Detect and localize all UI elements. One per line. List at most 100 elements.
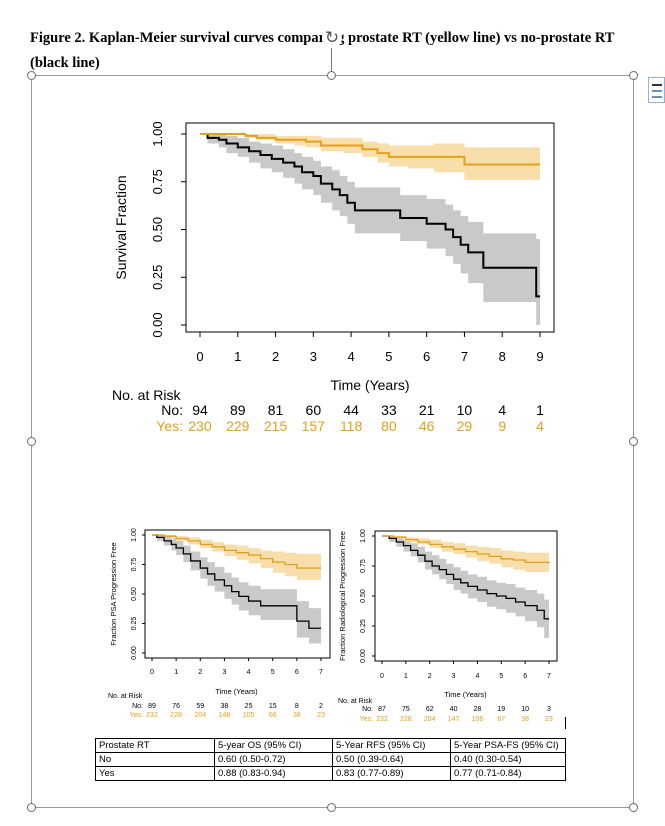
resize-handle-bottom-left[interactable]	[27, 803, 36, 812]
rotate-handle-stem	[331, 48, 332, 72]
rotate-handle-icon[interactable]: ↻	[322, 28, 342, 48]
psa-plot-risk-count-no: 15	[269, 703, 277, 710]
os-plot-risk-count-yes: 4	[536, 418, 544, 434]
rad-plot-y-tick-label: 1.00	[360, 529, 367, 543]
rad-plot-curve-no	[382, 535, 549, 620]
psa-plot-y-tick-label: 0.50	[131, 587, 138, 601]
psa-plot-y-tick-label: 0.75	[131, 558, 138, 572]
rad-plot-risk-count-yes: 147	[448, 716, 460, 723]
rad-plot-risk-count-no: 19	[497, 706, 505, 713]
os-plot-x-tick-label: 0	[196, 349, 203, 364]
table-header-cell: 5-year OS (95% CI)	[214, 738, 333, 753]
psa-plot-x-tick-label: 7	[319, 669, 323, 676]
rad-plot-risk-count-yes: 204	[424, 716, 436, 723]
rad-plot-risk-count-no: 62	[426, 706, 434, 713]
psa-plot-x-tick-label: 4	[247, 669, 251, 676]
os-plot-panel-border	[185, 122, 555, 333]
os-plot-risk-count-yes: 29	[457, 418, 473, 434]
resize-handle-middle-right[interactable]	[629, 437, 638, 446]
os-plot-ci-band-yes	[200, 134, 540, 180]
os-plot-x-tick-label: 6	[423, 349, 430, 364]
os-plot-y-tick-label: 0.25	[150, 265, 165, 290]
os-plot-x-tick-label: 8	[499, 349, 506, 364]
os-plot-x-tick-label: 9	[536, 349, 543, 364]
resize-handle-middle-left[interactable]	[27, 437, 36, 446]
os-plot-risk-count-no: 94	[192, 402, 208, 418]
os-plot-x-tick-label: 7	[461, 349, 468, 364]
psa-plot-x-tick-label: 5	[271, 669, 275, 676]
os-plot-y-tick-label: 0.50	[150, 217, 165, 242]
os-plot-risk-label-no: No:	[161, 402, 183, 418]
os-plot-risk-count-no: 44	[343, 402, 359, 418]
rad-plot-y-tick-label: 0.00	[360, 649, 367, 663]
psa-plot-risk-title: No. at Risk	[108, 693, 143, 700]
os-plot-y-tick-label: 1.00	[150, 121, 165, 146]
rad-plot-risk-count-yes: 232	[376, 716, 388, 723]
rad-plot-x-tick-label: 0	[380, 673, 384, 680]
psa-plot-risk-count-yes: 38	[293, 712, 301, 719]
os-plot-ci-band-no	[200, 134, 540, 325]
psa-plot-risk-count-yes: 148	[219, 712, 231, 719]
psa-plot-y-tick-label: 0.00	[131, 646, 138, 660]
rad-plot-risk-count-no: 28	[474, 706, 482, 713]
os-plot-y-axis-title: Survival Fraction	[113, 175, 129, 279]
psa-plot-ci-band-yes	[152, 535, 321, 580]
table-header-cell: Prostate RT	[95, 738, 215, 753]
os-plot-risk-count-yes: 46	[419, 418, 435, 434]
os-plot-curve-no	[200, 133, 540, 298]
os-plot-risk-count-yes: 80	[381, 418, 397, 434]
rad-plot-x-tick-label: 2	[428, 673, 432, 680]
rad-plot-risk-count-no: 75	[402, 706, 410, 713]
rad-plot-y-tick-label: 0.75	[360, 559, 367, 573]
rad-plot-risk-title: No. at Risk	[338, 698, 373, 705]
rad-plot-y-tick-label: 0.25	[360, 619, 367, 633]
resize-handle-bottom-right[interactable]	[629, 803, 638, 812]
os-plot-risk-count-no: 10	[457, 402, 473, 418]
table-cell: 0.88 (0.83-0.94)	[214, 766, 333, 781]
resize-handle-top-center[interactable]	[327, 71, 336, 80]
rad-plot-x-tick-label: 7	[547, 673, 551, 680]
os-plot-risk-count-yes: 118	[340, 418, 363, 434]
psa-plot-x-tick-label: 6	[295, 669, 299, 676]
psa-plot-x-tick-label: 2	[198, 669, 202, 676]
rad-plot-x-tick-label: 6	[523, 673, 527, 680]
table-cell: No	[95, 752, 215, 767]
rad-plot-ci-band-yes	[382, 536, 549, 574]
psa-plot-risk-count-no: 2	[319, 703, 323, 710]
os-plot-x-axis-title: Time (Years)	[330, 377, 409, 393]
rad-plot-x-tick-label: 4	[475, 673, 479, 680]
psa-plot-risk-count-no: 89	[148, 703, 156, 710]
table-cell: Yes	[95, 766, 215, 781]
psa-plot-risk-count-yes: 228	[170, 712, 182, 719]
os-plot-y-tick-label: 0.75	[150, 169, 165, 194]
os-plot-x-tick-label: 3	[310, 349, 317, 364]
rad-plot-risk-count-yes: 106	[472, 716, 484, 723]
os-plot-y-tick-label: 0.00	[150, 312, 165, 337]
resize-handle-top-right[interactable]	[629, 71, 638, 80]
table-header-row: Prostate RT 5-year OS (95% CI) 5-Year RF…	[95, 738, 566, 753]
os-plot-risk-count-no: 60	[306, 402, 322, 418]
psa-plot-y-tick-label: 1.00	[131, 528, 138, 542]
psa-plot-risk-count-no: 8	[295, 703, 299, 710]
psa-plot-risk-count-yes: 232	[146, 712, 158, 719]
os-plot-risk-label-yes: Yes:	[156, 418, 183, 434]
psa-plot-y-axis-title: Fraction PSA Progression Free	[109, 542, 118, 645]
os-plot-x-tick-label: 2	[272, 349, 279, 364]
table-cell: 0.50 (0.39-0.64)	[332, 752, 451, 767]
os-plot-risk-count-yes: 215	[264, 418, 288, 434]
rad-plot-risk-count-yes: 23	[545, 716, 553, 723]
rad-plot-risk-count-no: 40	[450, 706, 458, 713]
os-plot-risk-count-yes: 157	[302, 418, 326, 434]
psa-plot-x-tick-label: 0	[150, 669, 154, 676]
resize-handle-bottom-center[interactable]	[327, 803, 336, 812]
rad-plot-risk-count-no: 10	[521, 706, 529, 713]
rad-plot-x-tick-label: 5	[499, 673, 503, 680]
table-cell: 0.60 (0.50-0.72)	[214, 752, 333, 767]
os-plot-risk-count-no: 33	[381, 402, 397, 418]
text-cursor	[565, 717, 566, 729]
psa-plot-x-axis-title: Time (Years)	[215, 687, 258, 696]
psa-plot-curve-no	[152, 534, 321, 629]
psa-plot-ci-band-no	[152, 535, 321, 644]
psa-plot-x-tick-label: 1	[174, 669, 178, 676]
resize-handle-top-left[interactable]	[27, 71, 36, 80]
